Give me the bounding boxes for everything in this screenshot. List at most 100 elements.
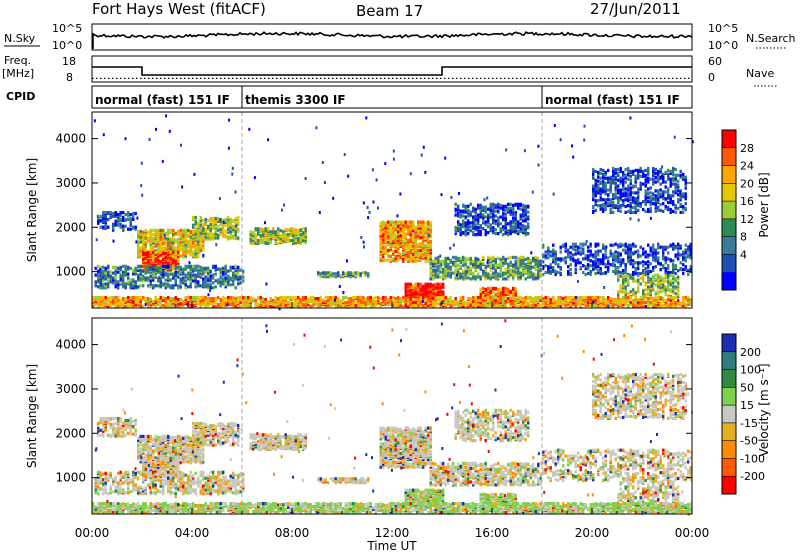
power-cell [547,265,550,269]
power-cell [409,244,412,248]
power-cell [184,231,187,235]
power-cell [414,285,417,289]
power-cell [674,185,677,189]
power-cell [492,266,495,270]
power-cell [137,241,140,245]
power-cell [107,225,110,229]
power-cell [419,228,422,232]
power-cell [247,300,250,305]
power-cell [604,186,607,190]
power-cell [174,246,177,250]
power-cell [334,272,337,276]
power-cell [279,237,282,241]
power-cell [647,264,650,268]
power-cell [669,180,672,184]
power-cell [439,287,442,291]
power-cell [592,209,595,213]
power-cell [667,251,670,255]
power-cell [399,226,402,230]
power-cell [114,265,117,269]
power-cell [102,283,105,287]
power-cell [492,214,495,218]
power-cell [157,231,160,235]
power-cell [144,260,147,264]
power-cell [257,302,260,306]
power-cell [417,229,420,233]
power-cell [509,289,512,293]
power-cell [277,231,280,235]
power-cell [127,211,130,215]
power-cell [609,263,612,267]
power-cell [412,233,415,237]
power-cell [677,247,680,251]
power-cell [297,237,300,241]
power-cell [639,169,642,173]
power-cell [542,243,545,247]
power-cell [652,246,655,250]
power-cell [399,238,402,242]
power-cell [682,210,685,214]
power-cell [622,260,625,264]
power-cell [619,244,622,248]
power-cell [182,270,185,274]
power-cell [504,267,507,271]
power-cell [667,270,670,275]
power-cell [174,249,177,253]
power-cell [654,194,657,198]
power-cell [119,213,122,218]
power-cell [677,173,680,177]
power-cell [229,302,232,306]
power-cell [109,302,112,306]
power-cell [527,273,530,277]
power-cell [444,264,447,268]
power-cell [217,281,220,285]
power-cell [122,211,125,215]
power-cell [502,294,505,298]
power-cell [112,225,115,229]
power-cell [222,266,225,270]
power-cell [669,201,672,205]
power-cell [479,277,482,281]
power-cell [149,285,152,289]
power-cell [177,232,180,236]
power-cell [137,273,140,277]
power-cell [214,267,217,271]
power-cell [402,226,405,230]
power-cell [317,273,320,277]
power-cell [502,255,505,259]
power-cell [504,218,507,222]
power-cell [142,279,145,283]
power-cell [159,276,162,280]
power-cell [537,256,540,260]
power-cell [609,185,612,189]
power-cell [154,265,157,269]
power-cell [262,234,265,238]
power-cell [617,191,620,195]
power-cell [422,242,425,246]
power-cell [644,267,647,271]
power-cell [247,298,250,302]
power-cell [472,208,475,212]
power-cell [519,222,522,226]
power-cell [239,281,242,285]
power-cell [654,277,657,281]
power-cell [439,282,442,286]
power-cell [614,170,617,174]
power-cell [474,228,477,232]
power-cell [477,222,480,226]
power-cell [349,273,352,277]
power-cell [409,230,412,234]
power-cell [682,263,685,267]
power-cell [159,237,162,241]
power-cell [132,216,135,220]
power-cell [94,298,97,303]
power-cell [264,298,267,302]
power-cell [627,199,630,203]
power-cell [412,293,415,297]
power-cell [537,259,540,263]
power-cell [644,193,647,197]
power-cell [637,193,640,197]
power-cell [192,296,195,300]
power-cell [594,265,597,269]
power-cell [212,224,215,228]
